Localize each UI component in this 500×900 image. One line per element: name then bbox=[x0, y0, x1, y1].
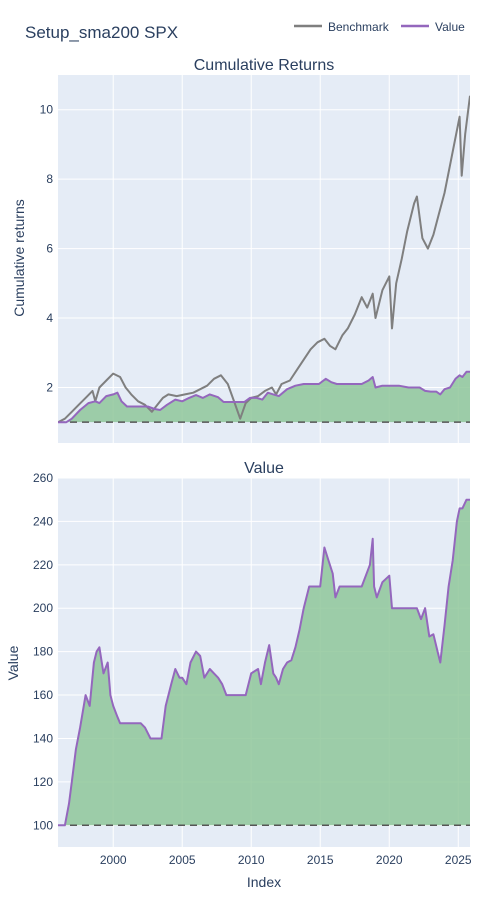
xtick-label: 2020 bbox=[376, 853, 403, 867]
value-ylabel: Value bbox=[5, 645, 21, 680]
xtick-label: 2025 bbox=[445, 853, 472, 867]
legend-item-value[interactable]: Value bbox=[401, 20, 465, 34]
benchmark-series-line[interactable] bbox=[58, 95, 470, 424]
value-panel-title: Value bbox=[244, 460, 284, 477]
xtick-label: 2000 bbox=[100, 853, 127, 867]
figure-title: Setup_sma200 SPX bbox=[25, 23, 178, 42]
value-ytick-label: 100 bbox=[33, 818, 53, 832]
legend-label-benchmark: Benchmark bbox=[328, 20, 390, 34]
cumret-ytick-label: 2 bbox=[46, 380, 53, 394]
cumulative-returns-ylabel: Cumulative returns bbox=[11, 199, 27, 317]
value-ytick-label: 200 bbox=[33, 601, 53, 615]
cumret-value-series-line[interactable] bbox=[58, 370, 470, 424]
xtick-label: 2015 bbox=[307, 853, 334, 867]
value-ytick-label: 220 bbox=[33, 558, 53, 572]
cumulative-returns-panel: Cumulative Returns Cumulative returns 2 4… bbox=[11, 57, 470, 443]
legend-item-benchmark[interactable]: Benchmark bbox=[294, 20, 390, 34]
xtick-label: 2005 bbox=[169, 853, 196, 867]
xtick-label: 2010 bbox=[238, 853, 265, 867]
value-ytick-label: 240 bbox=[33, 514, 53, 528]
cumulative-returns-title: Cumulative Returns bbox=[194, 57, 335, 74]
cumret-ytick-label: 6 bbox=[46, 242, 53, 256]
value-value-series-line[interactable] bbox=[58, 498, 470, 827]
legend-label-value: Value bbox=[435, 20, 465, 34]
value-ytick-label: 260 bbox=[33, 471, 53, 485]
value-ytick-label: 120 bbox=[33, 775, 53, 789]
cumret-ytick-label: 10 bbox=[40, 103, 54, 117]
legend[interactable]: Benchmark Value bbox=[294, 20, 465, 34]
x-axis-label: Index bbox=[247, 874, 281, 890]
value-ytick-label: 160 bbox=[33, 688, 53, 702]
value-panel: Value Value Index 100 120 140 160 180 200 220 2… bbox=[5, 460, 472, 890]
cumret-ytick-label: 4 bbox=[46, 311, 53, 325]
value-value-fill bbox=[58, 499, 470, 826]
value-ytick-label: 140 bbox=[33, 731, 53, 745]
value-ytick-label: 180 bbox=[33, 645, 53, 659]
cumret-ytick-label: 8 bbox=[46, 172, 53, 186]
